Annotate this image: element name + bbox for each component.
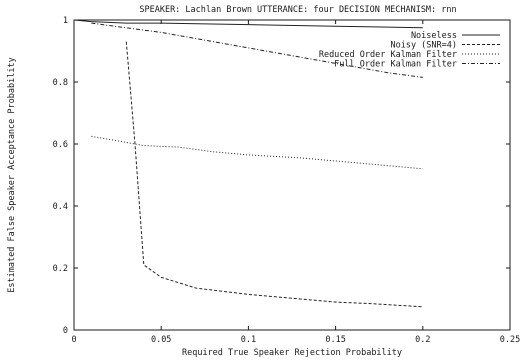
series-line-3 (91, 22, 423, 78)
x-tick-label: 0.1 (241, 335, 256, 345)
series-layer (73, 19, 423, 308)
x-tick-label: 0.25 (500, 335, 520, 345)
y-tick-label: 1 (63, 16, 68, 26)
y-axis-label: Estimated False Speaker Acceptance Proba… (7, 57, 17, 292)
x-tick-label: 0.2 (415, 335, 430, 345)
legend-label: Full Order Kalman Filter (334, 60, 457, 70)
x-axis-label: Required True Speaker Rejection Probabil… (182, 348, 402, 358)
plot-frame (73, 19, 511, 331)
y-axis: 0 0.2 0.4 0.6 0.8 1 (53, 16, 510, 336)
x-tick-label: 0.05 (151, 335, 171, 345)
y-tick-label: 0.6 (53, 140, 68, 150)
x-tick-label: 0.15 (325, 335, 345, 345)
legend-label: Noiseless (411, 31, 457, 41)
legend-label: Reduced Order Kalman Filter (319, 50, 457, 60)
y-tick-label: 0.8 (53, 78, 68, 88)
legend-label: Noisy (SNR=4) (390, 41, 457, 51)
chart-title: SPEAKER: Lachlan Brown UTTERANCE: four D… (139, 5, 456, 15)
series-line-2 (91, 135, 423, 170)
y-tick-label: 0 (63, 326, 68, 336)
x-tick-label: 0 (71, 335, 76, 345)
series-line-0 (73, 19, 423, 29)
x-axis: 0 0.05 0.1 0.15 0.2 0.25 (71, 20, 520, 345)
series-line-1 (125, 41, 423, 308)
y-tick-label: 0.2 (53, 264, 68, 274)
y-tick-label: 0.4 (53, 202, 68, 212)
